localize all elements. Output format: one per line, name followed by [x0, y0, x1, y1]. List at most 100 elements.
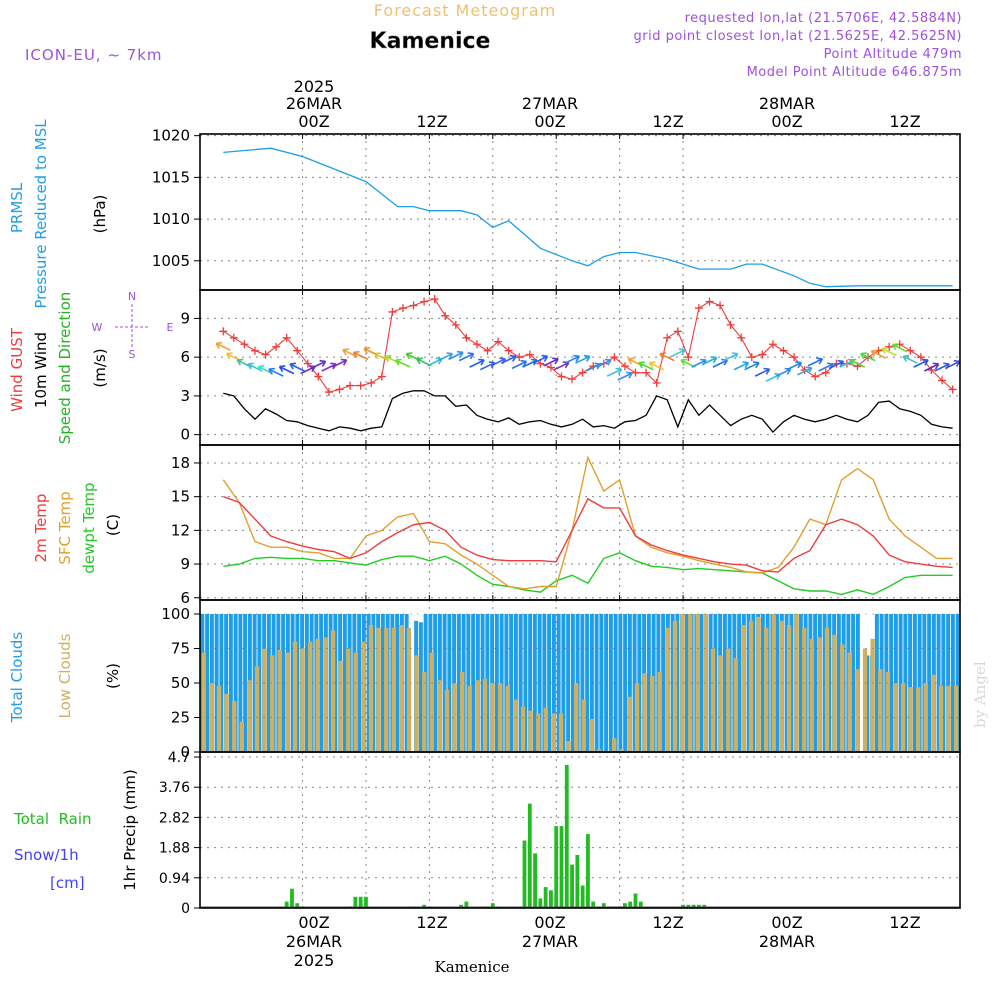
precip-bar: [538, 898, 543, 908]
total-clouds-bar: [466, 614, 471, 752]
low-clouds-bar: [551, 713, 556, 752]
low-clouds-bar: [528, 710, 533, 752]
gust-marker: [229, 333, 238, 342]
pressure-label-1: PRMSL: [8, 182, 26, 233]
wind-direction-arrow: [310, 359, 327, 370]
wind-direction-arrow: [617, 371, 633, 381]
gust-marker: [472, 340, 481, 349]
wind-ytick-label: 0: [180, 426, 190, 444]
clouds-label-2: Low Clouds: [56, 633, 74, 718]
wind-speed-line: [223, 390, 953, 434]
wind-direction-arrow: [532, 354, 549, 364]
low-clouds-bar: [817, 637, 822, 752]
pressure-line: [223, 147, 953, 288]
bottom-year: 2025: [294, 951, 335, 970]
total-clouds-bar: [684, 614, 689, 752]
low-clouds-bar: [308, 641, 313, 752]
low-clouds-bar: [764, 627, 769, 752]
total-clouds-bar: [585, 614, 590, 752]
wind-label-1: Wind GUST: [8, 327, 26, 412]
wind-direction-arrow: [723, 352, 739, 362]
pressure-label-3: (hPa): [91, 195, 109, 234]
low-clouds-bar: [923, 683, 928, 752]
total-clouds-bar: [509, 614, 514, 752]
wind-direction-arrow: [923, 362, 940, 372]
gust-marker: [663, 333, 672, 342]
low-clouds-bar: [954, 685, 959, 752]
wind-direction-arrow: [448, 350, 464, 361]
low-clouds-bar: [262, 648, 267, 752]
low-clouds-bar: [330, 630, 336, 752]
total-clouds-bar: [561, 614, 566, 752]
top-year: 2025: [294, 77, 335, 96]
low-clouds-bar: [885, 672, 890, 752]
compass-s: S: [129, 348, 136, 361]
gust-marker: [642, 368, 651, 377]
total-clouds-bar: [889, 614, 894, 752]
precip-bar: [422, 904, 426, 908]
precip-bar: [591, 901, 596, 908]
bottom-date-2: 27MAR: [522, 932, 578, 951]
low-clouds-bar: [353, 652, 358, 752]
gust-marker: [451, 320, 460, 329]
low-clouds-bar: [650, 676, 655, 752]
wind-direction-arrow: [596, 358, 612, 368]
total-clouds-bar: [357, 614, 362, 752]
low-clouds-bar: [406, 627, 412, 752]
wind-direction-arrow: [849, 358, 866, 368]
total-clouds-bar: [319, 614, 324, 752]
total-clouds-bar: [623, 614, 628, 752]
total-clouds-bar: [950, 614, 955, 752]
low-clouds-bar: [627, 696, 632, 752]
clouds-label-3: (%): [104, 663, 122, 689]
temp-ytick-label: 15: [171, 488, 190, 506]
wind-direction-arrow: [891, 343, 908, 353]
precip-panel: 4.7 3.76 2.82 1.88 0.94 0: [159, 750, 961, 917]
low-clouds-bar: [931, 674, 936, 752]
clouds-frame: [199, 599, 961, 753]
low-clouds-bar: [680, 614, 685, 752]
low-clouds-bar: [536, 713, 541, 752]
wind-direction-arrow: [648, 361, 665, 371]
wind-direction-arrow: [278, 365, 295, 375]
total-clouds-bar: [257, 614, 262, 752]
low-clouds-bar: [558, 713, 564, 752]
pressure-ytick-label: 1015: [152, 168, 190, 186]
wind-direction-arrow: [543, 357, 559, 367]
precip-bar: [353, 896, 358, 908]
precip-bar: [681, 904, 685, 908]
wind-direction-arrow: [744, 361, 760, 371]
total-clouds-bar: [865, 655, 870, 752]
clouds-ytick-label: 25: [171, 709, 190, 727]
wind-direction-arrow: [215, 341, 231, 352]
temp-ytick-label: 12: [171, 521, 190, 539]
total-clouds-bar: [760, 614, 765, 752]
total-clouds-bar: [784, 614, 789, 752]
low-clouds-bar: [437, 680, 442, 752]
gust-marker: [282, 333, 291, 342]
low-clouds-bar: [596, 749, 602, 752]
dewpoint-line: [223, 552, 953, 596]
bottom-hour-2: 12Z: [416, 913, 447, 932]
low-clouds-bar: [657, 672, 662, 752]
gust-marker: [694, 304, 703, 313]
wind-panel: 9 6 3 0: [180, 289, 961, 446]
low-clouds-bar: [292, 641, 298, 752]
low-clouds-bar: [247, 680, 252, 752]
total-clouds-bar: [442, 614, 447, 752]
low-clouds-bar: [916, 687, 921, 752]
low-clouds-bar: [239, 721, 244, 752]
temp-ytick-label: 18: [171, 454, 190, 472]
low-clouds-bar: [429, 652, 434, 752]
bottom-date-1: 26MAR: [286, 932, 342, 951]
bottom-hour-3: 00Z: [534, 913, 565, 932]
total-clouds-bar: [371, 614, 376, 752]
temp-label-1: 2m Temp: [32, 494, 50, 563]
gust-marker: [356, 381, 365, 390]
gust-marker: [673, 327, 682, 336]
snow-unit-label: [cm]: [50, 874, 85, 892]
low-clouds-bar: [574, 683, 579, 752]
low-clouds-bar: [376, 627, 381, 752]
gust-marker: [747, 353, 756, 362]
sfc-temp-line: [222, 455, 953, 590]
